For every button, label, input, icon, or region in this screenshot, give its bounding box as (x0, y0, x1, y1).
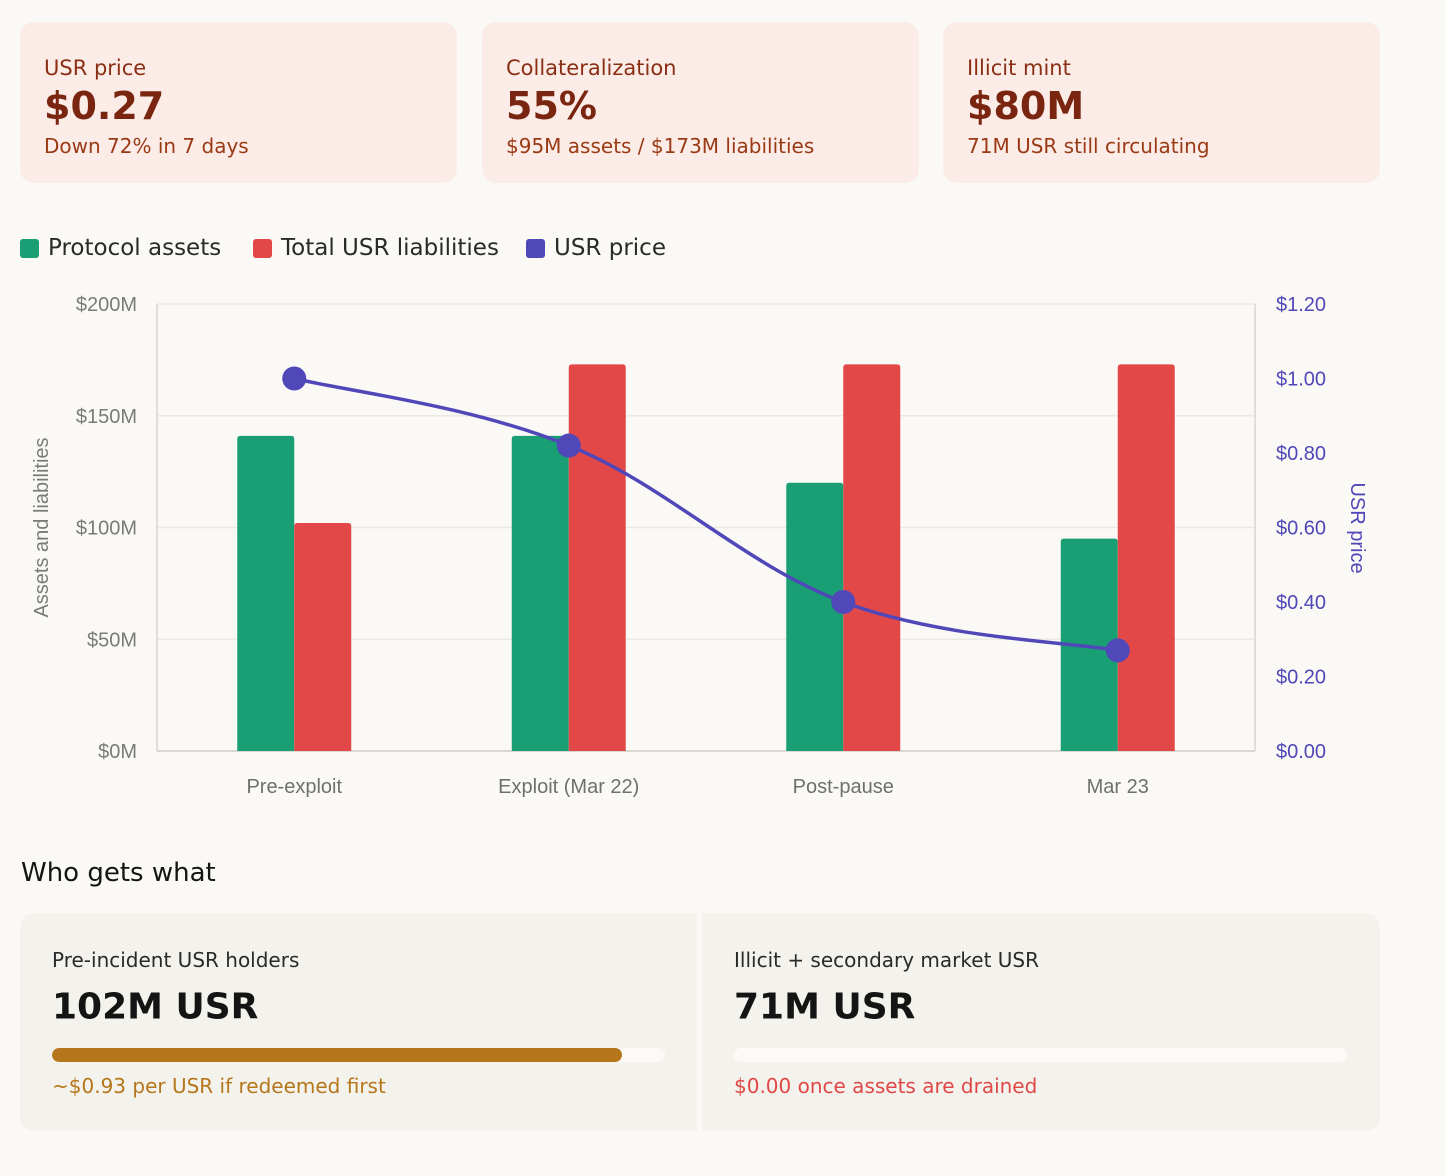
legend-swatch (20, 238, 39, 258)
left-tick-label: $0M (98, 741, 137, 763)
right-tick-label: $1.00 (1276, 369, 1326, 391)
left-tick-label: $200M (76, 294, 137, 316)
section-title: Who gets what (21, 858, 216, 888)
legend-swatch (526, 238, 545, 258)
right-tick-label: $0.60 (1276, 518, 1326, 540)
card-subtext: $95M assets / $173M liabilities (506, 134, 815, 158)
right-tick-label: $1.20 (1276, 294, 1326, 316)
right-tick-label: $0.40 (1276, 592, 1326, 614)
card-label: Illicit mint (967, 56, 1071, 80)
bar-total-usr-liabilities (843, 364, 901, 751)
panel-value: 102M USR (52, 986, 259, 1028)
card-subtext: 71M USR still circulating (967, 134, 1210, 158)
left-axis-title: Assets and liabilities (31, 437, 53, 617)
card-label: USR price (44, 56, 147, 80)
card-value: $0.27 (44, 84, 165, 128)
progress-track (52, 1048, 665, 1062)
panel-label: Illicit + secondary market USR (734, 948, 1039, 972)
usr-price-point (282, 366, 307, 391)
left-tick-label: $150M (76, 406, 137, 428)
bar-protocol-assets (511, 435, 569, 751)
left-tick-label: $100M (76, 518, 137, 540)
panel-label: Pre-incident USR holders (52, 948, 300, 972)
stat-card-usr-price: USR price $0.27 Down 72% in 7 days (20, 22, 457, 183)
right-tick-label: $0.00 (1276, 741, 1326, 763)
right-tick-label: $0.20 (1276, 667, 1326, 689)
panel-note: ~$0.93 per USR if redeemed first (52, 1074, 386, 1098)
bar-protocol-assets (1060, 538, 1118, 751)
stat-card-collateralization: Collateralization 55% $95M assets / $173… (482, 22, 919, 183)
panel-pre-incident-holders: Pre-incident USR holders 102M USR ~$0.93… (20, 913, 697, 1131)
card-value: 55% (506, 84, 597, 128)
bar-total-usr-liabilities (568, 364, 626, 751)
panel-note: $0.00 once assets are drained (734, 1074, 1038, 1098)
usr-price-point (831, 590, 856, 614)
x-tick-label: Mar 23 (1087, 776, 1149, 798)
panel-value: 71M USR (734, 986, 916, 1028)
card-subtext: Down 72% in 7 days (44, 134, 249, 158)
bar-total-usr-liabilities (294, 523, 352, 751)
left-tick-label: $50M (87, 629, 137, 651)
card-label: Collateralization (506, 56, 677, 80)
usr-price-point (1105, 638, 1130, 663)
x-tick-label: Post-pause (793, 776, 894, 798)
bar-protocol-assets (237, 435, 295, 751)
right-axis-title: USR price (1346, 482, 1368, 573)
legend-label: USR price (554, 235, 666, 261)
progress-track (734, 1048, 1347, 1062)
legend-swatch (253, 238, 272, 258)
legend-item-usr-liabilities[interactable]: Total USR liabilities (253, 235, 499, 261)
assets-liabilities-price-chart: $0M $50M $100M $150M $200M $0.00 $0.20 $0.40 $0.… (31, 294, 1368, 798)
bar-protocol-assets (786, 482, 844, 751)
bar-total-usr-liabilities (1117, 364, 1175, 751)
x-tick-label: Pre-exploit (246, 776, 342, 798)
usr-price-point (556, 433, 581, 458)
progress-fill (52, 1048, 623, 1062)
legend-label: Protocol assets (48, 235, 222, 261)
legend-item-protocol-assets[interactable]: Protocol assets (20, 235, 221, 261)
stat-card-illicit-mint: Illicit mint $80M 71M USR still circulat… (943, 22, 1380, 183)
right-tick-label: $0.80 (1276, 443, 1326, 465)
legend-item-usr-price[interactable]: USR price (526, 235, 666, 261)
x-tick-label: Exploit (Mar 22) (498, 776, 639, 798)
legend-label: Total USR liabilities (281, 235, 499, 261)
panel-illicit-secondary: Illicit + secondary market USR 71M USR $… (702, 913, 1380, 1131)
card-value: $80M (967, 84, 1085, 128)
usr-price-line (293, 376, 1119, 653)
